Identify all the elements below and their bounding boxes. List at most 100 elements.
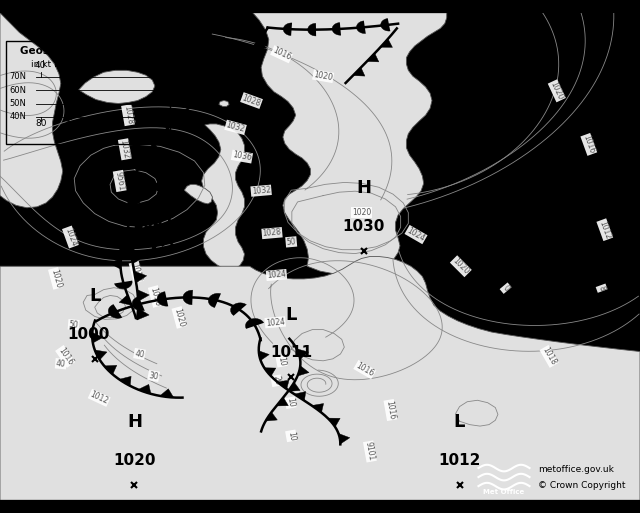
Polygon shape — [230, 303, 246, 315]
Text: 1016: 1016 — [271, 46, 292, 63]
Text: 1016: 1016 — [581, 134, 596, 155]
Text: 1012: 1012 — [88, 390, 110, 406]
Polygon shape — [189, 98, 204, 108]
Text: 1012: 1012 — [129, 262, 143, 283]
Text: 1030: 1030 — [342, 219, 385, 234]
Polygon shape — [132, 297, 145, 311]
Polygon shape — [298, 349, 308, 359]
Text: L: L — [285, 306, 297, 324]
Polygon shape — [294, 391, 306, 401]
Text: 0: 0 — [500, 283, 511, 293]
Text: Met Office: Met Office — [483, 489, 525, 495]
Polygon shape — [266, 412, 277, 421]
Text: 1020: 1020 — [352, 208, 371, 217]
Text: 1011: 1011 — [270, 345, 312, 361]
Text: 1016: 1016 — [354, 361, 376, 378]
Text: 1020: 1020 — [49, 268, 63, 289]
Polygon shape — [108, 304, 122, 318]
Polygon shape — [202, 124, 244, 270]
Text: 1020: 1020 — [313, 70, 333, 82]
Polygon shape — [131, 178, 143, 189]
Text: 1032: 1032 — [225, 121, 246, 134]
Text: 1024: 1024 — [63, 226, 78, 248]
Text: 1032: 1032 — [118, 139, 131, 160]
Polygon shape — [548, 280, 559, 290]
Polygon shape — [147, 143, 161, 153]
Polygon shape — [284, 23, 292, 35]
Text: 9561: 9561 — [113, 171, 126, 191]
Polygon shape — [308, 23, 316, 36]
Polygon shape — [174, 112, 188, 123]
Polygon shape — [128, 215, 140, 227]
Polygon shape — [219, 101, 229, 106]
Polygon shape — [157, 291, 168, 306]
Polygon shape — [0, 256, 640, 500]
Text: 1000: 1000 — [67, 327, 109, 342]
Text: 1041: 1041 — [132, 216, 175, 231]
Polygon shape — [381, 18, 390, 31]
Text: 1016: 1016 — [384, 400, 397, 420]
Polygon shape — [129, 233, 141, 245]
Text: 50: 50 — [286, 237, 296, 247]
Text: 1018: 1018 — [540, 346, 558, 367]
Polygon shape — [92, 332, 103, 343]
Polygon shape — [104, 365, 116, 374]
Polygon shape — [205, 84, 220, 94]
Polygon shape — [140, 227, 154, 236]
Text: 30: 30 — [148, 370, 159, 381]
Text: 1036: 1036 — [232, 150, 252, 163]
Text: 9101: 9101 — [364, 441, 376, 462]
Text: 60N: 60N — [10, 86, 27, 95]
Polygon shape — [328, 418, 340, 427]
Polygon shape — [118, 242, 134, 252]
Polygon shape — [131, 252, 143, 264]
Polygon shape — [332, 23, 341, 35]
Polygon shape — [298, 366, 309, 376]
Polygon shape — [94, 350, 107, 360]
Text: 40: 40 — [134, 349, 145, 359]
Text: 70N: 70N — [10, 72, 27, 82]
Text: 1024: 1024 — [405, 226, 427, 243]
Polygon shape — [367, 53, 379, 62]
Polygon shape — [0, 13, 63, 208]
Text: 1028: 1028 — [122, 105, 134, 125]
Bar — [6, 41, 170, 144]
Polygon shape — [159, 128, 173, 137]
Polygon shape — [277, 380, 289, 389]
Polygon shape — [184, 184, 212, 204]
Text: in kt for 4.0 hPa intervals: in kt for 4.0 hPa intervals — [31, 60, 145, 69]
Text: 1028: 1028 — [241, 93, 262, 108]
Text: H: H — [127, 413, 142, 431]
Polygon shape — [159, 389, 174, 398]
Text: 1020: 1020 — [172, 307, 186, 328]
Polygon shape — [183, 290, 193, 305]
Polygon shape — [137, 308, 149, 320]
Text: metoffice.gov.uk: metoffice.gov.uk — [538, 465, 614, 474]
Text: 50: 50 — [68, 320, 79, 330]
Text: 1020: 1020 — [451, 256, 471, 276]
Text: © Crown Copyright: © Crown Copyright — [538, 481, 626, 490]
Text: 40: 40 — [56, 359, 66, 369]
Polygon shape — [288, 382, 300, 391]
Text: 40: 40 — [35, 61, 46, 70]
Polygon shape — [138, 290, 149, 301]
Polygon shape — [339, 433, 350, 444]
Text: 10: 10 — [95, 119, 107, 128]
Polygon shape — [380, 39, 392, 47]
Text: 10: 10 — [285, 397, 296, 408]
Polygon shape — [160, 235, 175, 247]
Text: 80: 80 — [35, 119, 47, 128]
Text: 10: 10 — [276, 356, 287, 367]
Text: Geostrophic wind scale: Geostrophic wind scale — [20, 46, 156, 56]
Text: 1028: 1028 — [262, 228, 282, 239]
Text: 50N: 50N — [10, 99, 26, 108]
Polygon shape — [264, 368, 276, 377]
Polygon shape — [128, 196, 140, 208]
Polygon shape — [276, 398, 288, 406]
Polygon shape — [246, 319, 264, 329]
Text: 25: 25 — [63, 119, 74, 128]
Polygon shape — [138, 384, 151, 394]
Text: 1016: 1016 — [56, 346, 74, 367]
Text: 8: 8 — [596, 284, 607, 292]
Polygon shape — [259, 350, 269, 361]
